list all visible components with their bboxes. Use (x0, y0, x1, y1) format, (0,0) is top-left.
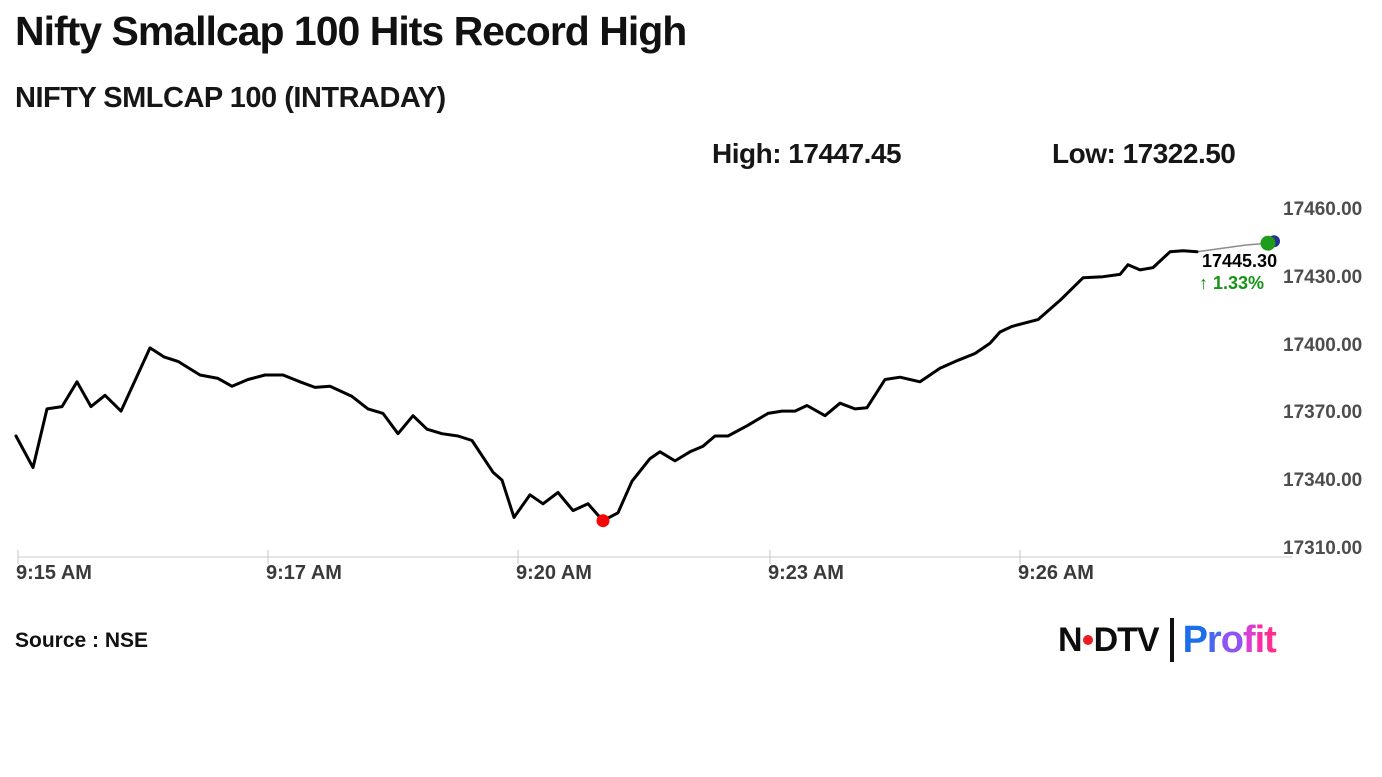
ndtv-wordmark: N DTV (1058, 620, 1160, 660)
logo-divider-bar (1169, 618, 1174, 662)
x-axis-ticks (17, 550, 1021, 564)
x-axis-tick-label: 9:17 AM (266, 562, 342, 584)
last-price-marker-dot (1260, 235, 1276, 251)
x-axis-tick-label: 9:15 AM (16, 562, 92, 584)
y-axis-tick-label: 17340.00 (1283, 470, 1363, 491)
high-value-label: High: 17447.45 (712, 138, 902, 169)
price-line (14, 249, 1199, 523)
y-axis-tick-label: 17460.00 (1283, 199, 1363, 220)
x-axis-tick-label: 9:23 AM (768, 562, 844, 584)
ndtv-letter-n: N (1058, 620, 1083, 659)
profit-letter: t (1264, 618, 1277, 661)
profit-letter: r (1206, 618, 1222, 661)
y-axis-tick-label: 17430.00 (1283, 267, 1363, 288)
y-axis-tick-label: 17310.00 (1283, 538, 1363, 559)
page-title: Nifty Smallcap 100 Hits Record High (15, 8, 687, 54)
ndtv-red-dot-icon (1082, 635, 1093, 645)
profit-letter: o (1220, 618, 1244, 661)
profit-letter: i (1254, 618, 1266, 661)
x-axis-tick-label: 9:20 AM (516, 562, 592, 584)
y-axis-tick-label: 17400.00 (1283, 335, 1363, 356)
intraday-line-chart: 17460.00 17430.00 17400.00 17370.00 17340.00… (0, 195, 1382, 615)
profit-letter: P (1182, 618, 1208, 661)
low-point-marker-dot (596, 514, 610, 528)
profit-letter: f (1242, 618, 1256, 661)
chart-canvas (14, 235, 1292, 564)
x-axis-tick-label: 9:26 AM (1018, 562, 1094, 584)
last-price-label: 17445.30 (1202, 251, 1278, 271)
source-attribution: Source : NSE (15, 629, 149, 652)
low-value-label: Low: 17322.50 (1052, 138, 1236, 169)
ndtv-letters-dtv: DTV (1093, 620, 1160, 659)
change-percent-label: ↑ 1.33% (1199, 273, 1265, 293)
y-axis-tick-label: 17370.00 (1283, 402, 1363, 423)
chart-subtitle: NIFTY SMLCAP 100 (INTRADAY) (15, 82, 446, 114)
